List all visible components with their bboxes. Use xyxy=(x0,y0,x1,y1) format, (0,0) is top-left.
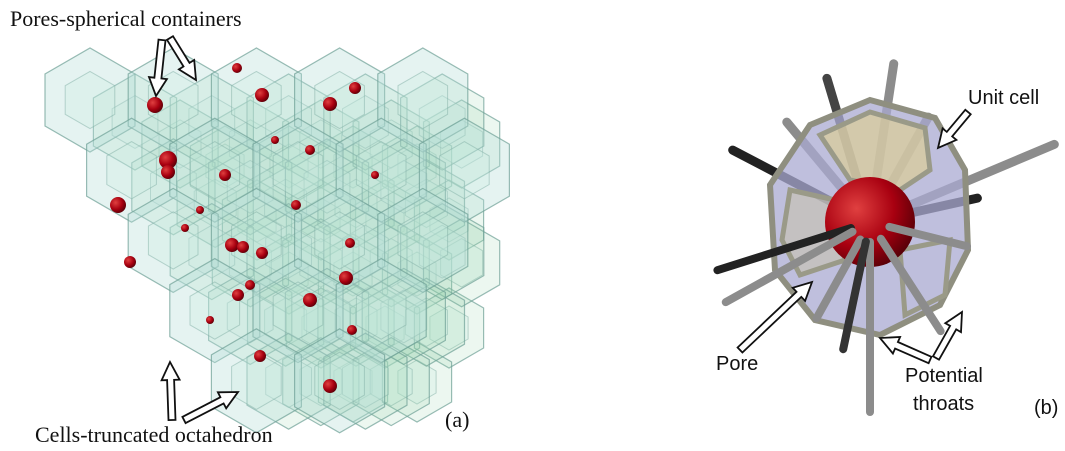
pores-label: Pores-spherical containers xyxy=(10,6,242,31)
pore xyxy=(303,293,317,307)
arrow xyxy=(938,110,971,148)
panel-a xyxy=(45,48,509,433)
arrow xyxy=(880,337,931,363)
panel-b-label: (b) xyxy=(1034,397,1058,419)
throats-label-line1: Potential xyxy=(905,365,983,387)
pore xyxy=(349,82,361,94)
pore xyxy=(161,165,175,179)
pore xyxy=(206,316,214,324)
pore xyxy=(245,280,255,290)
pore xyxy=(254,350,266,362)
pore xyxy=(196,206,204,214)
pore xyxy=(147,97,163,113)
pore xyxy=(124,256,136,268)
arrow xyxy=(162,362,180,420)
pore xyxy=(225,238,239,252)
pore xyxy=(291,200,301,210)
pore xyxy=(110,197,126,213)
pore xyxy=(232,289,244,301)
pore xyxy=(323,97,337,111)
throats-label-line2: throats xyxy=(913,393,974,415)
unit-cell-label: Unit cell xyxy=(968,87,1039,109)
pore xyxy=(345,238,355,248)
pore xyxy=(323,379,337,393)
pore xyxy=(271,136,279,144)
pore xyxy=(256,247,268,259)
pore-label: Pore xyxy=(716,353,758,375)
pore xyxy=(219,169,231,181)
cells-label: Cells-truncated octahedron xyxy=(35,422,273,447)
pore xyxy=(371,171,379,179)
panel-a-label: (a) xyxy=(445,407,469,432)
pore xyxy=(181,224,189,232)
pore xyxy=(237,241,249,253)
figure: Pores-spherical containers Cells-truncat… xyxy=(0,0,1065,451)
pore xyxy=(255,88,269,102)
pore xyxy=(339,271,353,285)
pore xyxy=(305,145,315,155)
pore xyxy=(347,325,357,335)
panel-b xyxy=(717,64,1054,412)
pore xyxy=(232,63,242,73)
